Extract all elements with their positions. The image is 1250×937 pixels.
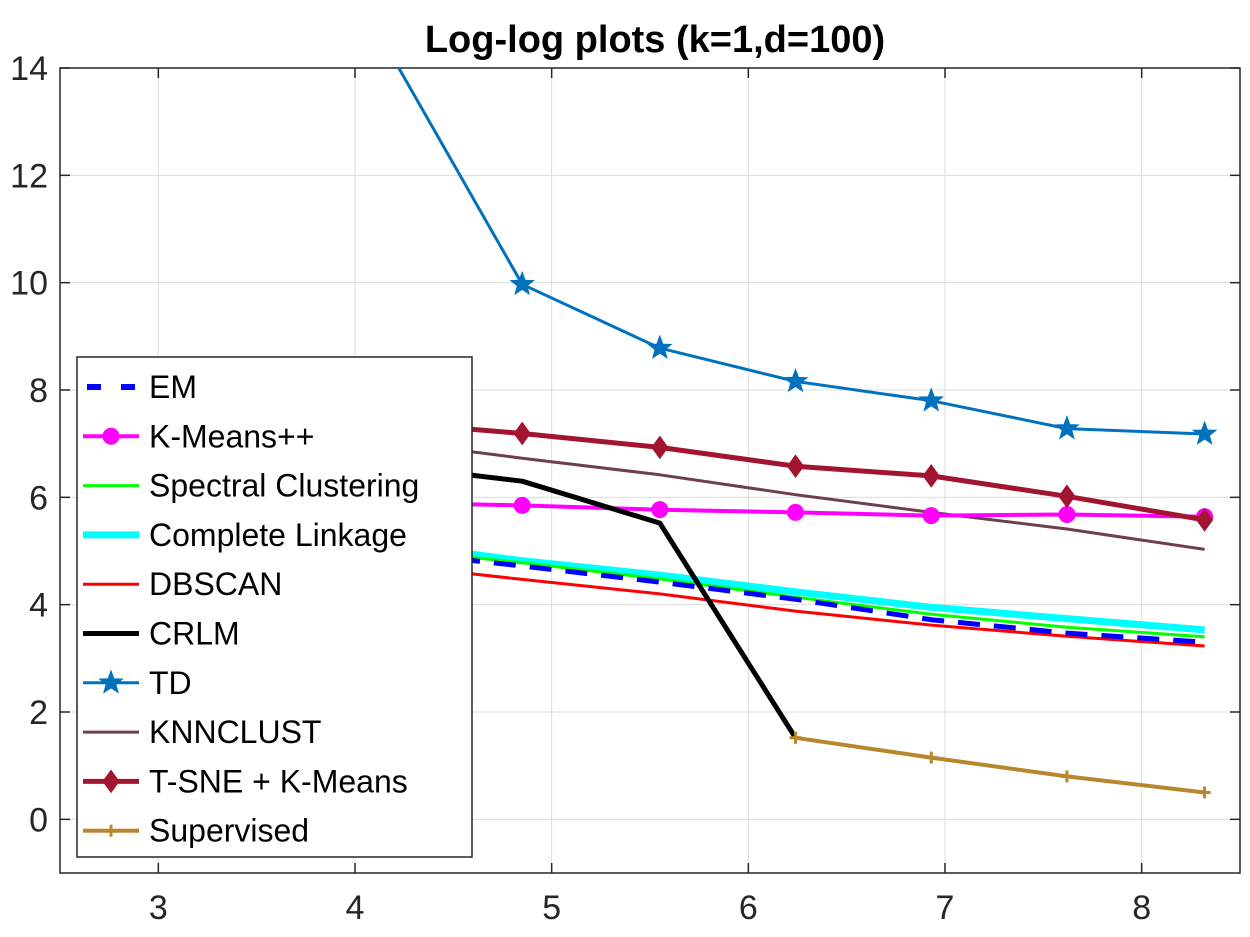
legend-label: Spectral Clustering [149, 468, 419, 504]
legend-item-em: EM [87, 369, 197, 405]
axes [59, 67, 1241, 874]
data-point-k-means [787, 503, 805, 521]
legend-label: T-SNE + K-Means [149, 763, 408, 799]
legend-label: TD [149, 665, 192, 701]
legend-label: Supervised [149, 813, 309, 849]
legend-item-knnclust: KNNCLUST [83, 714, 321, 750]
x-tick-label: 6 [739, 889, 758, 927]
chart-title: Log-log plots (k=1,d=100) [425, 19, 885, 61]
legend-label: CRLM [149, 616, 240, 652]
data-point-t-sne-k-means [1058, 484, 1076, 509]
data-point-td [509, 270, 535, 296]
series-line-complete-linkage [386, 539, 1205, 634]
legend-marker [98, 669, 124, 694]
x-tick-label: 5 [542, 889, 561, 927]
series-dbscan [386, 562, 1205, 648]
y-tick-label: 0 [29, 801, 48, 839]
data-point-td [918, 387, 944, 412]
data-point-t-sne-k-means [922, 464, 940, 488]
series-em [386, 548, 1205, 645]
legend-item-dbscan: DBSCAN [83, 566, 282, 602]
data-point-t-sne-k-means [513, 421, 531, 446]
legend-item-td: TD [83, 665, 192, 701]
legend-item-supervised: Supervised [83, 813, 309, 849]
tick-labels: 3 4 5 6 7 8 0 2 4 6 8 10 12 14 [10, 50, 1151, 927]
y-tick-label: 12 [10, 157, 48, 195]
series-td [375, 35, 1218, 445]
data-point-k-means [513, 496, 531, 514]
y-tick-label: 2 [29, 694, 48, 732]
data-point-k-means [1058, 506, 1076, 524]
legend-box [76, 356, 473, 858]
data-point-td [375, 35, 398, 57]
series-line-dbscan [386, 562, 1205, 648]
legend-marker [105, 824, 117, 837]
y-tick-label: 8 [29, 372, 48, 410]
series-line-knnclust [386, 439, 1205, 551]
series-line-supervised [795, 735, 1205, 795]
series-line-em [386, 548, 1205, 645]
data-point-t-sne-k-means [651, 435, 669, 460]
y-tick-label: 14 [10, 50, 48, 88]
legend-label: K-Means++ [149, 418, 314, 454]
x-tick-label: 3 [149, 889, 168, 927]
legend-item-k-means: K-Means++ [83, 418, 314, 454]
legend-item-crlm: CRLM [83, 616, 240, 652]
x-tick-label: 7 [936, 889, 955, 927]
data-point-td [1191, 420, 1218, 445]
x-tick-label: 8 [1132, 889, 1151, 927]
data-point-supervised [1060, 770, 1073, 783]
data-point-td [782, 367, 809, 393]
y-tick-label: 10 [10, 265, 48, 303]
series-knnclust [386, 439, 1205, 551]
legend-label: DBSCAN [149, 566, 282, 602]
data-series [375, 35, 1218, 799]
y-tick-label: 6 [29, 479, 48, 517]
data-point-t-sne-k-means [786, 454, 805, 479]
series-supervised [789, 731, 1211, 799]
data-point-td [1054, 415, 1080, 440]
axes-box [59, 67, 1241, 874]
x-tick-label: 4 [346, 889, 365, 927]
data-point-supervised [1198, 786, 1211, 799]
y-tick-label: 4 [29, 587, 48, 625]
legend-item-t-sne-k-means: T-SNE + K-Means [83, 763, 408, 799]
legend: EM K-Means++ Spectral Clustering Complete L… [76, 356, 473, 858]
data-point-td [647, 334, 673, 359]
data-point-supervised [789, 731, 802, 744]
legend-label: EM [149, 369, 197, 405]
data-point-k-means [922, 507, 940, 525]
legend-label: KNNCLUST [149, 714, 321, 750]
legend-label: Complete Linkage [149, 517, 407, 553]
legend-marker [102, 769, 120, 794]
data-point-k-means [651, 501, 669, 519]
legend-item-complete-linkage: Complete Linkage [83, 517, 407, 553]
series-complete-linkage [386, 539, 1205, 634]
legend-marker [102, 427, 120, 445]
data-point-t-sne-k-means [1195, 508, 1214, 532]
data-point-supervised [925, 751, 938, 764]
legend-item-spectral-clustering: Spectral Clustering [83, 468, 419, 504]
